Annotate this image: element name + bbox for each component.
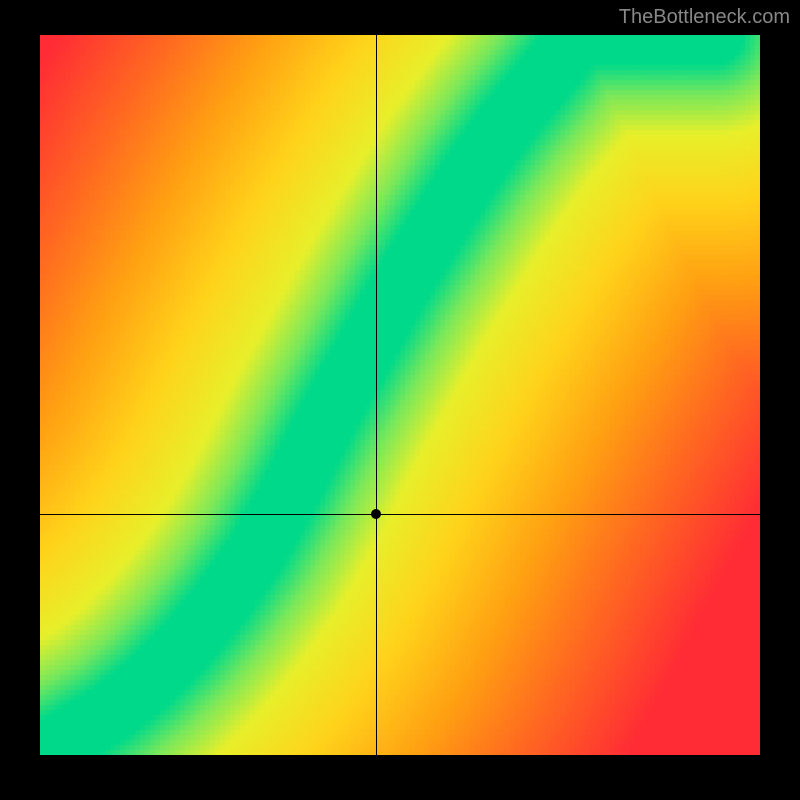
watermark-text: TheBottleneck.com (619, 6, 790, 29)
heatmap-plot (40, 35, 760, 755)
crosshair-dot (371, 509, 381, 519)
crosshair-vertical (376, 35, 377, 755)
heatmap-canvas (40, 35, 760, 755)
crosshair-horizontal (40, 514, 760, 515)
